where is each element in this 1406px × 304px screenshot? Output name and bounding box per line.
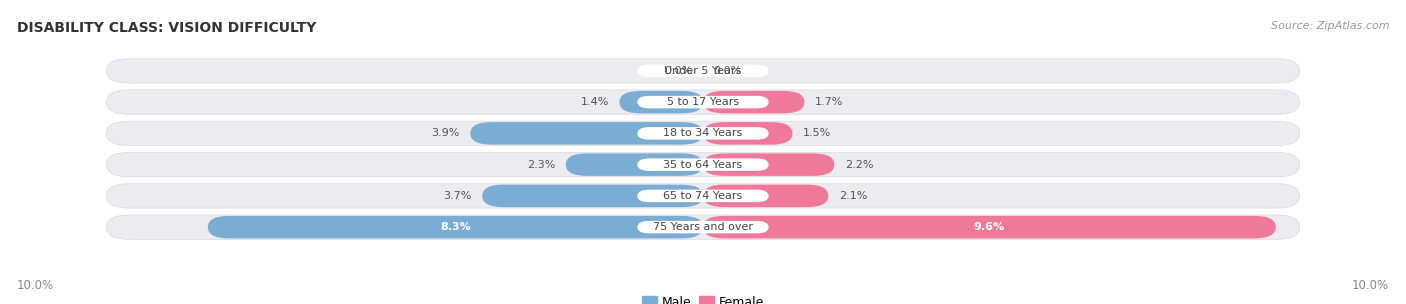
Text: 5 to 17 Years: 5 to 17 Years (666, 97, 740, 107)
Text: 8.3%: 8.3% (440, 222, 471, 232)
Text: 10.0%: 10.0% (17, 279, 53, 292)
Text: 1.5%: 1.5% (803, 128, 831, 138)
Text: Under 5 Years: Under 5 Years (665, 66, 741, 76)
Text: 18 to 34 Years: 18 to 34 Years (664, 128, 742, 138)
Text: 1.4%: 1.4% (581, 97, 609, 107)
FancyBboxPatch shape (208, 216, 703, 238)
FancyBboxPatch shape (703, 185, 828, 207)
Text: 10.0%: 10.0% (1353, 279, 1389, 292)
FancyBboxPatch shape (703, 154, 834, 176)
FancyBboxPatch shape (482, 185, 703, 207)
Text: 2.1%: 2.1% (839, 191, 868, 201)
FancyBboxPatch shape (565, 154, 703, 176)
Text: 75 Years and over: 75 Years and over (652, 222, 754, 232)
FancyBboxPatch shape (703, 91, 804, 113)
Text: 3.9%: 3.9% (432, 128, 460, 138)
FancyBboxPatch shape (637, 127, 769, 140)
FancyBboxPatch shape (107, 90, 1299, 114)
Text: 0.0%: 0.0% (714, 66, 742, 76)
FancyBboxPatch shape (637, 190, 769, 202)
Text: 9.6%: 9.6% (974, 222, 1005, 232)
Text: 65 to 74 Years: 65 to 74 Years (664, 191, 742, 201)
Text: 35 to 64 Years: 35 to 64 Years (664, 160, 742, 170)
Text: 2.2%: 2.2% (845, 160, 873, 170)
Text: 3.7%: 3.7% (443, 191, 471, 201)
Text: DISABILITY CLASS: VISION DIFFICULTY: DISABILITY CLASS: VISION DIFFICULTY (17, 21, 316, 35)
Text: 1.7%: 1.7% (815, 97, 844, 107)
FancyBboxPatch shape (471, 122, 703, 145)
FancyBboxPatch shape (107, 59, 1299, 83)
FancyBboxPatch shape (107, 184, 1299, 208)
FancyBboxPatch shape (107, 215, 1299, 239)
Text: 0.0%: 0.0% (664, 66, 692, 76)
Text: Source: ZipAtlas.com: Source: ZipAtlas.com (1271, 21, 1389, 31)
FancyBboxPatch shape (703, 216, 1275, 238)
FancyBboxPatch shape (107, 121, 1299, 146)
FancyBboxPatch shape (637, 65, 769, 77)
Legend: Male, Female: Male, Female (637, 291, 769, 304)
FancyBboxPatch shape (620, 91, 703, 113)
FancyBboxPatch shape (637, 221, 769, 233)
FancyBboxPatch shape (107, 152, 1299, 177)
Text: 2.3%: 2.3% (527, 160, 555, 170)
FancyBboxPatch shape (637, 158, 769, 171)
FancyBboxPatch shape (637, 96, 769, 108)
FancyBboxPatch shape (703, 122, 793, 145)
